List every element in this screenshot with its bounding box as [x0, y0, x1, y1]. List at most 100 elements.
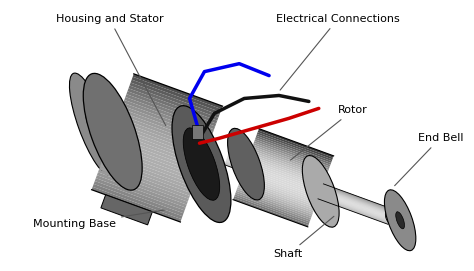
Polygon shape [319, 195, 390, 221]
Polygon shape [132, 77, 221, 112]
Polygon shape [322, 188, 392, 214]
Polygon shape [321, 189, 392, 215]
Text: Rotor: Rotor [291, 105, 368, 160]
Polygon shape [323, 185, 393, 211]
Polygon shape [106, 146, 196, 182]
Polygon shape [225, 163, 244, 170]
Polygon shape [253, 143, 328, 172]
Polygon shape [237, 187, 312, 216]
Polygon shape [319, 196, 389, 222]
Polygon shape [229, 153, 248, 160]
Polygon shape [226, 160, 245, 167]
Ellipse shape [384, 190, 416, 251]
Polygon shape [95, 178, 184, 213]
Polygon shape [229, 153, 247, 160]
Polygon shape [245, 166, 320, 195]
Polygon shape [320, 192, 391, 218]
Polygon shape [240, 178, 316, 207]
Ellipse shape [172, 106, 231, 222]
Text: Electrical Connections: Electrical Connections [276, 14, 400, 90]
Polygon shape [228, 154, 247, 161]
Polygon shape [225, 164, 244, 171]
Polygon shape [250, 150, 326, 179]
Polygon shape [319, 197, 389, 223]
Ellipse shape [385, 209, 396, 225]
Polygon shape [117, 117, 207, 153]
Polygon shape [113, 129, 202, 164]
Polygon shape [320, 192, 391, 218]
Polygon shape [227, 157, 246, 164]
Polygon shape [320, 193, 390, 220]
Polygon shape [225, 164, 244, 172]
Polygon shape [253, 145, 328, 174]
Polygon shape [241, 177, 316, 206]
Polygon shape [227, 158, 246, 165]
Polygon shape [226, 161, 245, 168]
Polygon shape [243, 171, 318, 200]
Polygon shape [248, 155, 324, 184]
Polygon shape [227, 159, 246, 166]
Polygon shape [125, 94, 215, 129]
Polygon shape [318, 198, 388, 224]
Polygon shape [229, 152, 248, 159]
Polygon shape [322, 187, 392, 213]
Polygon shape [319, 196, 389, 222]
Polygon shape [321, 189, 392, 215]
Polygon shape [322, 186, 392, 212]
Ellipse shape [70, 73, 115, 176]
Polygon shape [241, 175, 317, 204]
Polygon shape [238, 184, 314, 213]
Polygon shape [227, 158, 246, 165]
Polygon shape [109, 140, 198, 176]
Ellipse shape [396, 212, 404, 229]
Polygon shape [118, 114, 208, 150]
Polygon shape [101, 195, 152, 225]
Text: Housing and Stator: Housing and Stator [55, 14, 166, 125]
Polygon shape [258, 129, 334, 158]
Polygon shape [99, 167, 189, 202]
Polygon shape [247, 159, 323, 188]
Polygon shape [229, 151, 248, 158]
Polygon shape [319, 195, 390, 221]
Polygon shape [120, 109, 210, 144]
Polygon shape [319, 196, 389, 222]
Text: Mounting Base: Mounting Base [33, 210, 164, 230]
Polygon shape [322, 188, 392, 214]
Ellipse shape [302, 156, 339, 227]
Polygon shape [322, 187, 392, 213]
Polygon shape [225, 163, 244, 170]
Ellipse shape [85, 109, 99, 140]
Polygon shape [233, 198, 309, 227]
Polygon shape [127, 91, 216, 127]
Polygon shape [319, 194, 390, 220]
Polygon shape [226, 162, 244, 169]
Polygon shape [109, 138, 200, 173]
Polygon shape [98, 169, 188, 205]
Polygon shape [319, 195, 389, 221]
Polygon shape [244, 169, 319, 198]
Polygon shape [228, 156, 246, 163]
Polygon shape [97, 172, 187, 208]
Text: Shaft: Shaft [273, 216, 334, 259]
Polygon shape [239, 182, 314, 211]
Polygon shape [228, 156, 246, 163]
Polygon shape [226, 160, 245, 167]
Polygon shape [228, 154, 247, 162]
Polygon shape [228, 156, 246, 163]
Polygon shape [110, 135, 201, 170]
Polygon shape [249, 153, 325, 182]
Polygon shape [227, 159, 246, 166]
Polygon shape [255, 139, 330, 168]
Polygon shape [321, 190, 391, 216]
Polygon shape [321, 189, 392, 215]
Polygon shape [96, 175, 186, 210]
Polygon shape [226, 162, 245, 169]
Polygon shape [246, 161, 322, 190]
Polygon shape [227, 160, 245, 167]
Polygon shape [227, 159, 246, 166]
Polygon shape [322, 186, 392, 212]
Polygon shape [255, 137, 330, 166]
Polygon shape [226, 161, 245, 168]
Polygon shape [101, 161, 191, 196]
Ellipse shape [228, 128, 264, 200]
